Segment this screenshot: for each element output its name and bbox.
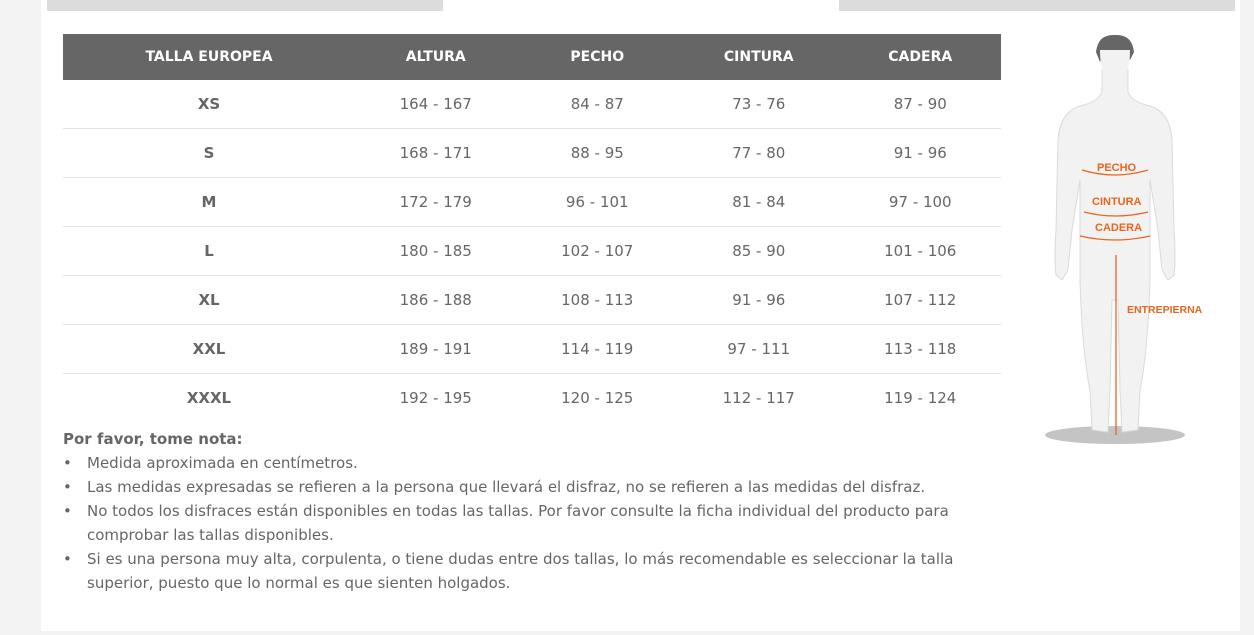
- header-waist: CINTURA: [678, 34, 840, 80]
- cell-size: XXL: [63, 324, 355, 374]
- header-chest: PECHO: [516, 34, 678, 80]
- cell-waist: 81 - 84: [678, 177, 840, 227]
- body-measurement-figure: PECHO CINTURA CADERA ENTREPIERNA: [1045, 34, 1203, 444]
- table-row: XS 164 - 167 84 - 87 73 - 76 87 - 90: [63, 80, 1001, 129]
- notes-list: Medida aproximada en centímetros. Las me…: [63, 451, 963, 595]
- table-row: L 180 - 185 102 - 107 85 - 90 101 - 106: [63, 226, 1001, 276]
- notes: Por favor, tome nota: Medida aproximada …: [63, 427, 963, 595]
- cell-size: XXXL: [186, 389, 232, 407]
- tab-left[interactable]: [47, 0, 443, 11]
- label-inseam: ENTREPIERNA: [1127, 304, 1203, 316]
- note-item: Medida aproximada en centímetros.: [63, 451, 963, 475]
- table-row: XXXL 192 - 195 120 - 125 112 - 117 119 - 124: [63, 374, 1001, 423]
- size-table: TALLA EUROPEA ALTURA PECHO CINTURA CADER…: [63, 34, 1001, 422]
- cell-size: XS: [63, 80, 355, 129]
- header-height: ALTURA: [355, 34, 517, 80]
- cell-height: 172 - 179: [355, 177, 517, 227]
- cell-height: 189 - 191: [355, 324, 517, 374]
- cell-hip: 97 - 100: [839, 177, 1001, 227]
- cell-waist: 85 - 90: [678, 226, 840, 276]
- cell-size: M: [63, 177, 355, 227]
- cell-size: XL: [63, 275, 355, 325]
- cell-chest: 96 - 101: [516, 177, 678, 227]
- table-header-row: TALLA EUROPEA ALTURA PECHO CINTURA CADER…: [63, 34, 1001, 80]
- cell-hip: 113 - 118: [839, 324, 1001, 374]
- label-waist: CINTURA: [1092, 196, 1142, 208]
- cell-height: 164 - 167: [355, 80, 517, 129]
- cell-height: 168 - 171: [355, 128, 517, 178]
- cell-height: 192 - 195: [399, 389, 472, 407]
- label-chest: PECHO: [1097, 162, 1137, 174]
- cell-hip: 91 - 96: [839, 128, 1001, 178]
- cell-chest: 120 - 125: [561, 389, 634, 407]
- cell-waist: 73 - 76: [678, 80, 840, 129]
- cell-hip: 101 - 106: [839, 226, 1001, 276]
- note-item: No todos los disfraces están disponibles…: [63, 499, 963, 547]
- table-row: S 168 - 171 88 - 95 77 - 80 91 - 96: [63, 128, 1001, 178]
- cell-hip: 107 - 112: [839, 275, 1001, 325]
- note-item: Las medidas expresadas se refieren a la …: [63, 475, 963, 499]
- cell-chest: 102 - 107: [516, 226, 678, 276]
- cell-waist: 91 - 96: [678, 275, 840, 325]
- table-row: XXL 189 - 191 114 - 119 97 - 111 113 - 118: [63, 324, 1001, 374]
- header-hip: CADERA: [839, 34, 1001, 80]
- cell-size: S: [63, 128, 355, 178]
- cell-waist: 112 - 117: [722, 389, 795, 407]
- header-size: TALLA EUROPEA: [63, 34, 355, 80]
- cell-chest: 108 - 113: [516, 275, 678, 325]
- cell-hip: 119 - 124: [884, 389, 957, 407]
- cell-chest: 114 - 119: [516, 324, 678, 374]
- table-row: M 172 - 179 96 - 101 81 - 84 97 - 100: [63, 177, 1001, 227]
- figure-hair: [1096, 34, 1134, 62]
- note-item: Si es una persona muy alta, corpulenta, …: [63, 547, 963, 595]
- cell-chest: 88 - 95: [516, 128, 678, 178]
- cell-waist: 77 - 80: [678, 128, 840, 178]
- cell-height: 186 - 188: [355, 275, 517, 325]
- tab-right[interactable]: [839, 0, 1235, 11]
- cell-chest: 84 - 87: [516, 80, 678, 129]
- table-row: XL 186 - 188 108 - 113 91 - 96 107 - 112: [63, 275, 1001, 325]
- label-hip: CADERA: [1095, 222, 1142, 234]
- cell-size: L: [63, 226, 355, 276]
- notes-title: Por favor, tome nota:: [63, 430, 243, 448]
- cell-height: 180 - 185: [355, 226, 517, 276]
- figure-shadow: [1045, 426, 1185, 444]
- cell-hip: 87 - 90: [839, 80, 1001, 129]
- figure-body: [1054, 69, 1176, 433]
- figure-head: [1100, 50, 1130, 82]
- cell-waist: 97 - 111: [678, 324, 840, 374]
